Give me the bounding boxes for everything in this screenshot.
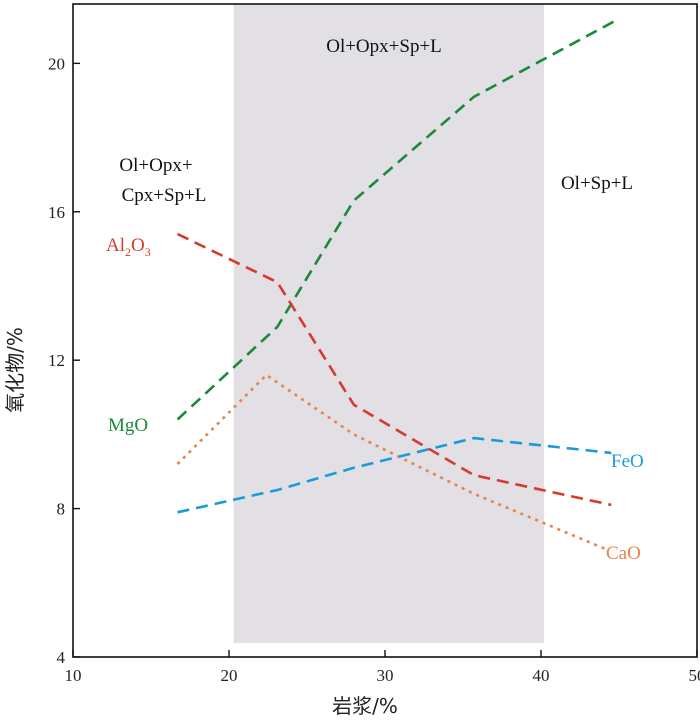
y-axis-ticks: 4 8 12 16 20: [48, 54, 80, 667]
x-axis-title: 岩浆/%: [332, 694, 398, 718]
region-label-ol-opx-sp-l: Ol+Opx+Sp+L: [326, 36, 442, 57]
y-tick-label-8: 8: [57, 500, 66, 519]
x-tick-label-30: 30: [377, 666, 394, 685]
series-line-feo: [177, 436, 612, 514]
series-label-feo: FeO: [611, 451, 644, 472]
x-tick-label-50: 50: [689, 666, 700, 685]
series-line-mgo: [176, 17, 620, 421]
x-tick-label-10: 10: [65, 666, 82, 685]
y-tick-label-12: 12: [48, 351, 65, 370]
region-label-ol-sp-l: Ol+Sp+L: [561, 173, 633, 194]
series-lines: [176, 17, 620, 551]
x-tick-label-20: 20: [221, 666, 238, 685]
region-label-ol-opx-cpx-line1: Ol+Opx+: [119, 155, 192, 176]
y-tick-label-4: 4: [57, 648, 66, 667]
region-label-ol-opx-cpx-line2: Cpx+Sp+L: [122, 185, 207, 206]
y-tick-label-16: 16: [48, 203, 65, 222]
series-label-cao: CaO: [606, 543, 641, 564]
y-tick-label-20: 20: [48, 54, 65, 73]
series-label-al2o3: Al2O3: [106, 235, 151, 259]
shaded-region-ol-opx-sp-l: [233, 4, 545, 643]
x-axis-ticks: 10 20 30 40 50: [65, 650, 700, 685]
x-tick-label-40: 40: [533, 666, 550, 685]
series-label-mgo: MgO: [108, 415, 148, 436]
y-axis-title: 氧化物/%: [3, 327, 27, 413]
series-line-al2o3: [176, 232, 612, 507]
